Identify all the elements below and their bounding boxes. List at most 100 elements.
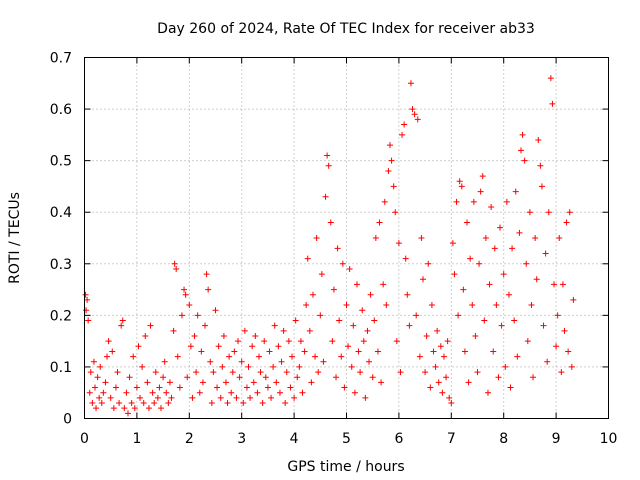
data-point <box>229 369 236 376</box>
data-point <box>308 379 315 386</box>
data-point <box>502 363 509 370</box>
data-point <box>566 209 573 216</box>
data-point <box>163 389 170 396</box>
data-point <box>273 379 280 386</box>
data-point <box>512 188 519 195</box>
data-point <box>482 235 489 241</box>
data-point <box>458 183 465 190</box>
data-point <box>401 121 408 128</box>
x-tick-label: 9 <box>552 431 561 447</box>
data-point <box>516 229 523 236</box>
data-point <box>135 343 142 350</box>
data-point <box>105 338 112 345</box>
chart-title: Day 260 of 2024, Rate Of TEC Index for r… <box>157 21 535 37</box>
data-point <box>275 343 282 350</box>
data-point <box>414 116 421 123</box>
data-point <box>266 348 273 355</box>
data-point <box>82 291 89 298</box>
data-point <box>348 363 355 370</box>
data-point <box>118 322 125 329</box>
data-point <box>470 198 477 205</box>
data-point <box>161 358 168 365</box>
data-point <box>283 369 290 376</box>
data-point <box>294 374 301 381</box>
data-point <box>112 384 119 391</box>
data-point <box>360 338 367 345</box>
data-point <box>89 400 96 407</box>
data-point <box>173 265 180 272</box>
data-point <box>91 384 98 391</box>
data-point <box>170 327 177 334</box>
data-point <box>540 322 547 329</box>
data-point <box>448 400 455 407</box>
axis-ticks <box>84 57 609 419</box>
data-point <box>558 369 565 376</box>
data-point <box>226 353 233 360</box>
x-axis-label: GPS time / hours <box>287 459 404 475</box>
data-point <box>507 384 514 391</box>
data-point <box>336 317 343 324</box>
data-point <box>87 369 94 376</box>
data-point <box>128 400 135 407</box>
x-tick-label: 8 <box>499 431 508 447</box>
data-point <box>430 348 437 355</box>
data-point <box>503 198 510 205</box>
data-point <box>484 389 491 396</box>
data-point <box>109 348 116 355</box>
data-point <box>325 162 332 169</box>
data-point <box>90 358 97 365</box>
data-point <box>330 286 337 293</box>
data-point <box>528 302 535 309</box>
data-point <box>243 384 250 391</box>
data-points <box>82 75 577 417</box>
data-point <box>488 204 495 211</box>
data-point <box>126 374 133 381</box>
data-point <box>397 369 404 376</box>
data-point <box>542 250 549 257</box>
data-point <box>416 353 423 360</box>
data-point <box>142 332 149 339</box>
data-point <box>500 271 507 278</box>
data-point <box>521 157 528 164</box>
y-tick-label: 0.1 <box>50 360 72 376</box>
data-point <box>259 400 266 407</box>
data-point <box>233 394 240 401</box>
data-point <box>130 353 137 360</box>
data-point <box>236 374 243 381</box>
data-point <box>104 353 111 360</box>
data-point <box>343 302 350 309</box>
data-point <box>98 400 105 407</box>
data-point <box>309 291 316 298</box>
data-point <box>526 209 533 216</box>
data-point <box>241 327 248 334</box>
data-point <box>372 235 379 241</box>
data-point <box>559 281 566 288</box>
data-point <box>432 363 439 370</box>
data-point <box>219 363 226 370</box>
data-point <box>207 358 214 365</box>
data-point <box>312 353 319 360</box>
data-point <box>121 405 128 412</box>
data-point <box>409 106 416 113</box>
data-point <box>184 374 191 381</box>
data-point <box>386 142 393 149</box>
y-axis-label: ROTI / TECUs <box>7 192 23 284</box>
x-tick-label: 0 <box>80 431 89 447</box>
data-point <box>544 358 551 365</box>
data-point <box>439 389 446 396</box>
data-point <box>315 369 322 376</box>
data-point <box>460 286 467 293</box>
data-point <box>291 394 298 401</box>
data-point <box>547 75 554 82</box>
data-point <box>166 379 173 386</box>
data-point <box>495 374 502 381</box>
data-point <box>318 271 325 278</box>
data-point <box>193 369 200 376</box>
data-point <box>181 286 188 293</box>
data-point <box>385 167 392 174</box>
data-point <box>388 157 395 164</box>
data-point <box>465 379 472 386</box>
data-point <box>208 400 215 407</box>
data-point <box>231 348 238 355</box>
y-tick-label: 0.2 <box>50 308 72 324</box>
